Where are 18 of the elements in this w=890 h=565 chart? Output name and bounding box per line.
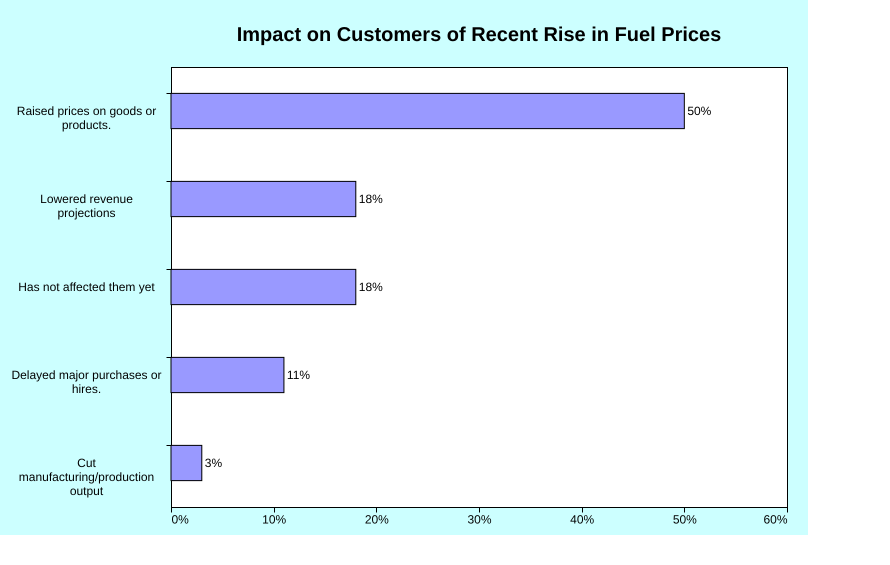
y-tick-label: Delayed major purchases or hires. — [11, 368, 162, 396]
x-tick-label: 0% — [172, 512, 190, 526]
chart-title: Impact on Customers of Recent Rise in Fuel Prices — [236, 24, 722, 46]
data-label: 50% — [687, 104, 712, 118]
y-tick-label: Has not affected them yet — [18, 280, 156, 294]
data-label: 18% — [358, 280, 384, 294]
x-tick-label: 40% — [570, 512, 594, 526]
y-tick-label: Cut manufacturing/production output — [18, 456, 154, 498]
x-tick-label: 10% — [262, 512, 286, 526]
data-label: 18% — [358, 192, 384, 206]
y-tick-label: Lowered revenue projections — [40, 192, 134, 220]
y-tick-label: Raised prices on goods or products. — [16, 104, 156, 132]
x-tick-label: 20% — [364, 512, 390, 526]
x-tick-label: 60% — [763, 512, 788, 526]
data-label: 11% — [286, 368, 310, 382]
x-tick-label: 50% — [672, 512, 698, 526]
data-label: 3% — [204, 456, 222, 470]
x-tick-label: 30% — [467, 512, 492, 526]
